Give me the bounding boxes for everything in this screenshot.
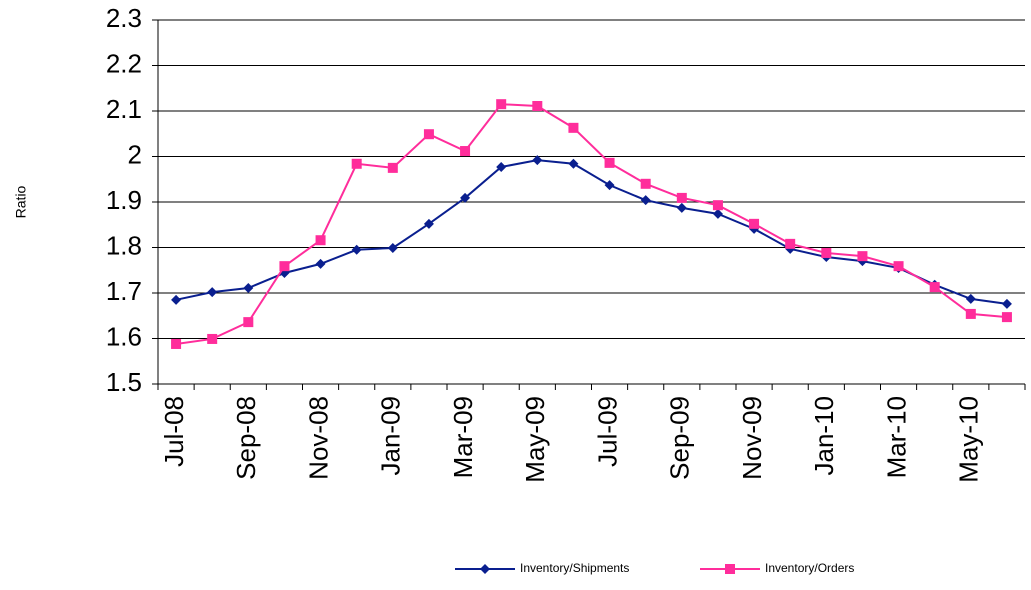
data-point: [387, 162, 398, 173]
data-point: [568, 122, 579, 133]
x-tick-label: Nov-09: [737, 396, 767, 480]
y-tick-label: 2.3: [106, 3, 142, 33]
data-point: [387, 242, 398, 253]
data-point: [640, 178, 651, 189]
data-point: [965, 293, 976, 304]
data-point: [460, 192, 471, 203]
data-point: [965, 308, 976, 319]
data-point: [929, 282, 940, 293]
data-point: [207, 333, 218, 344]
data-point: [676, 202, 687, 213]
y-axis-label: Ratio: [13, 185, 29, 218]
data-point: [893, 261, 904, 272]
data-point: [785, 238, 796, 249]
x-tick-label: May-10: [954, 396, 984, 483]
data-point: [1001, 298, 1012, 309]
x-tick-label: May-09: [520, 396, 550, 483]
x-tick-label: Jul-08: [159, 396, 189, 467]
data-point: [423, 218, 434, 229]
x-tick-label: Jan-10: [809, 396, 839, 476]
y-tick-label: 1.6: [106, 321, 142, 351]
series-line: [175, 103, 1008, 345]
data-point: [351, 158, 362, 169]
data-point: [640, 195, 651, 206]
y-tick-label: 1.5: [106, 367, 142, 397]
x-tick-label: Sep-08: [231, 396, 261, 480]
legend-marker: [725, 564, 735, 574]
data-point: [315, 258, 326, 269]
y-tick-label: 1.9: [106, 185, 142, 215]
data-point: [532, 100, 543, 111]
data-point: [423, 129, 434, 140]
data-point: [532, 155, 543, 166]
data-point: [171, 294, 182, 305]
y-tick-label: 1.7: [106, 276, 142, 306]
legend-marker: [480, 564, 490, 574]
series-line: [175, 159, 1008, 305]
data-point: [568, 158, 579, 169]
data-point: [496, 99, 507, 110]
data-point: [712, 200, 723, 211]
y-tick-label: 1.8: [106, 230, 142, 260]
data-point: [243, 282, 254, 293]
x-tick-label: Mar-09: [448, 396, 478, 478]
y-tick-label: 2.2: [106, 48, 142, 78]
y-tick-label: 2.1: [106, 94, 142, 124]
data-point: [207, 287, 218, 298]
data-point: [604, 180, 615, 191]
data-point: [1001, 312, 1012, 323]
data-point: [171, 338, 182, 349]
x-tick-label: Jul-09: [592, 396, 622, 467]
data-point: [351, 244, 362, 255]
data-point: [279, 261, 290, 272]
x-tick-label: Mar-10: [881, 396, 911, 478]
data-point: [315, 235, 326, 246]
data-point: [604, 157, 615, 168]
data-point: [676, 192, 687, 203]
data-point: [712, 208, 723, 219]
data-point: [243, 317, 254, 328]
data-point: [821, 247, 832, 258]
data-point: [857, 251, 868, 262]
data-point: [460, 146, 471, 157]
x-tick-label: Jan-09: [376, 396, 406, 476]
x-tick-label: Sep-09: [665, 396, 695, 480]
y-tick-label: 2: [128, 139, 142, 169]
legend-label: Inventory/Shipments: [520, 561, 629, 575]
data-point: [749, 218, 760, 229]
x-tick-label: Nov-08: [303, 396, 333, 480]
legend-label: Inventory/Orders: [765, 561, 854, 575]
data-point: [496, 161, 507, 172]
